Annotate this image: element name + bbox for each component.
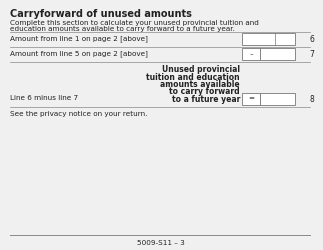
Text: amounts available: amounts available	[161, 80, 240, 89]
Bar	[242, 48, 260, 60]
Text: Carryforward of unused amounts: Carryforward of unused amounts	[10, 9, 192, 19]
Text: to carry forward: to carry forward	[169, 88, 240, 96]
Text: Line 6 minus line 7: Line 6 minus line 7	[10, 95, 78, 101]
Text: 5009-S11 – 3: 5009-S11 – 3	[137, 240, 185, 246]
Text: Amount from line 5 on page 2 [above]: Amount from line 5 on page 2 [above]	[10, 50, 148, 57]
Text: education amounts available to carry forward to a future year.: education amounts available to carry for…	[10, 26, 235, 32]
Bar	[260, 93, 295, 105]
Text: 6: 6	[309, 35, 314, 44]
Text: tuition and education: tuition and education	[146, 72, 240, 82]
Bar	[260, 48, 295, 60]
Bar	[242, 93, 260, 105]
Text: See the privacy notice on your return.: See the privacy notice on your return.	[10, 111, 147, 117]
Text: Amount from line 1 on page 2 [above]: Amount from line 1 on page 2 [above]	[10, 35, 148, 42]
Text: 7: 7	[309, 50, 314, 59]
Bar	[242, 33, 295, 45]
Text: to a future year: to a future year	[172, 95, 240, 104]
Text: Unused provincial: Unused provincial	[162, 65, 240, 74]
Text: Complete this section to calculate your unused provincial tuition and: Complete this section to calculate your …	[10, 20, 259, 26]
Text: 8: 8	[309, 95, 314, 104]
Text: –: –	[249, 51, 253, 57]
Text: =: =	[248, 95, 254, 101]
